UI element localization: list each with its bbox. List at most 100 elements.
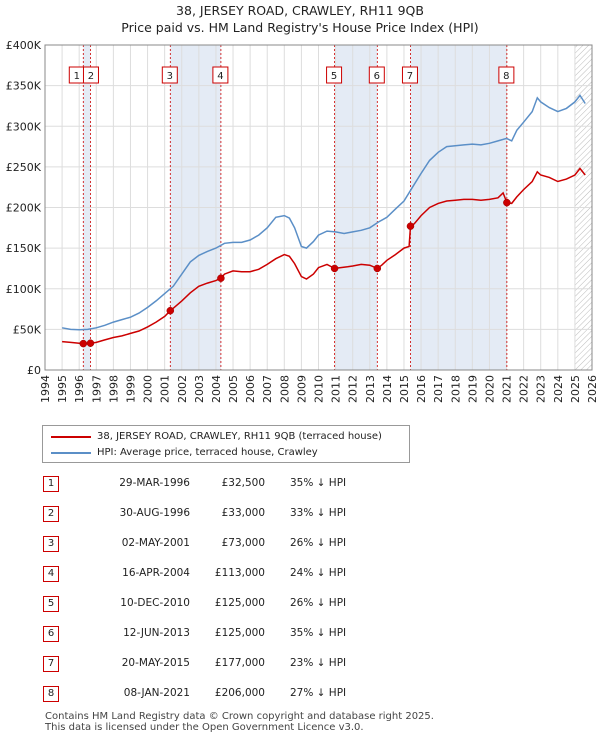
- sale-number: 1: [43, 476, 59, 492]
- y-tick-label: £300K: [6, 120, 42, 133]
- sale-row: 1 29-MAR-1996 £32,500 35% ↓ HPI: [0, 476, 600, 496]
- y-tick-label: £200K: [6, 202, 42, 215]
- chart-legend: 38, JERSEY ROAD, CRAWLEY, RH11 9QB (terr…: [42, 425, 410, 463]
- y-tick-label: £350K: [6, 80, 42, 93]
- sale-number: 6: [43, 626, 59, 642]
- sale-row: 8 08-JAN-2021 £206,000 27% ↓ HPI: [0, 686, 600, 706]
- legend-label-hpi: HPI: Average price, terraced house, Craw…: [97, 447, 318, 458]
- legend-swatch-hpi: [51, 451, 91, 454]
- sale-hpi-diff: 27% ↓ HPI: [290, 687, 347, 699]
- x-tick-label: 1996: [73, 375, 86, 403]
- sale-hpi-diff: 33% ↓ HPI: [290, 507, 347, 519]
- sale-point: [166, 306, 175, 315]
- x-tick-label: 1994: [39, 375, 52, 403]
- sale-price: £125,000: [214, 627, 265, 639]
- property-series-line: [62, 167, 586, 345]
- sale-price: £33,000: [221, 507, 265, 519]
- x-tick-label: 2006: [244, 375, 257, 403]
- sale-row: 2 30-AUG-1996 £33,000 33% ↓ HPI: [0, 506, 600, 526]
- legend-item-hpi: HPI: Average price, terraced house, Craw…: [51, 447, 318, 458]
- x-tick-label: 2020: [483, 375, 496, 403]
- sale-row: 3 02-MAY-2001 £73,000 26% ↓ HPI: [0, 536, 600, 556]
- legend-label-property: 38, JERSEY ROAD, CRAWLEY, RH11 9QB (terr…: [97, 431, 382, 442]
- x-tick-label: 2004: [210, 375, 223, 403]
- sale-number-label: 3: [167, 71, 173, 82]
- x-tick-label: 2025: [569, 375, 582, 403]
- sale-number: 8: [43, 686, 59, 702]
- sale-hpi-diff: 26% ↓ HPI: [290, 537, 347, 549]
- x-tick-label: 2024: [552, 375, 565, 403]
- sale-hpi-diff: 26% ↓ HPI: [290, 597, 347, 609]
- sale-date: 30-AUG-1996: [119, 507, 190, 519]
- sale-number: 3: [43, 536, 59, 552]
- x-tick-label: 1998: [107, 375, 120, 403]
- sale-date: 29-MAR-1996: [119, 477, 190, 489]
- sale-number-box: [326, 66, 343, 84]
- sale-point: [330, 264, 339, 273]
- sale-date: 08-JAN-2021: [123, 687, 190, 699]
- x-tick-label: 2021: [501, 375, 514, 403]
- x-tick-label: 2016: [415, 375, 428, 403]
- sale-date: 02-MAY-2001: [121, 537, 190, 549]
- sale-point: [79, 339, 88, 348]
- sale-price: £125,000: [214, 597, 265, 609]
- y-tick-label: £100K: [6, 283, 42, 296]
- sale-hpi-diff: 35% ↓ HPI: [290, 477, 347, 489]
- sale-number-label: 6: [374, 71, 380, 82]
- sale-hpi-diff: 24% ↓ HPI: [290, 567, 347, 579]
- sale-number-label: 8: [503, 71, 509, 82]
- x-tick-label: 1997: [90, 375, 103, 403]
- x-tick-label: 2015: [398, 375, 411, 403]
- sale-number-label: 5: [331, 71, 337, 82]
- sale-number: 5: [43, 596, 59, 612]
- chart-subtitle: Price paid vs. HM Land Registry's House …: [121, 20, 479, 35]
- x-tick-label: 2023: [535, 375, 548, 403]
- sale-number-label: 1: [74, 71, 80, 82]
- sale-point: [217, 274, 225, 282]
- y-tick-label: £250K: [6, 161, 42, 174]
- x-tick-label: 2005: [227, 375, 240, 403]
- sale-date: 10-DEC-2010: [120, 597, 190, 609]
- chart-title: 38, JERSEY ROAD, CRAWLEY, RH11 9QB: [176, 3, 424, 18]
- y-tick-label: £50K: [13, 323, 42, 336]
- sale-point: [373, 264, 382, 273]
- x-tick-label: 2008: [278, 375, 291, 403]
- x-tick-label: 2019: [466, 375, 479, 403]
- x-tick-label: 2000: [142, 375, 155, 403]
- sale-point: [503, 198, 511, 207]
- footer-licence: This data is licensed under the Open Gov…: [45, 722, 364, 733]
- sale-price: £32,500: [221, 477, 265, 489]
- sale-row: 7 20-MAY-2015 £177,000 23% ↓ HPI: [0, 656, 600, 676]
- sale-date: 16-APR-2004: [122, 567, 190, 579]
- hpi-series-line: [61, 94, 586, 331]
- x-tick-label: 2026: [586, 375, 599, 403]
- x-tick-label: 2014: [381, 375, 394, 403]
- sale-number: 2: [43, 506, 59, 522]
- x-tick-label: 2013: [364, 375, 377, 403]
- x-tick-label: 2018: [449, 375, 462, 403]
- sale-number-box: [212, 66, 229, 84]
- footer-copyright: Contains HM Land Registry data © Crown c…: [45, 711, 434, 722]
- sale-row: 4 16-APR-2004 £113,000 24% ↓ HPI: [0, 566, 600, 586]
- sale-date: 12-JUN-2013: [123, 627, 190, 639]
- x-tick-label: 2003: [193, 375, 206, 403]
- sale-number-box: [82, 66, 99, 84]
- sale-number-label: 2: [88, 71, 94, 82]
- sale-price: £177,000: [214, 657, 265, 669]
- x-tick-label: 2012: [347, 375, 360, 403]
- sale-price: £73,000: [221, 537, 265, 549]
- sale-number-box: [368, 66, 385, 84]
- x-tick-label: 2017: [432, 375, 445, 403]
- x-tick-label: 2007: [261, 375, 274, 403]
- y-tick-label: £400K: [6, 39, 42, 52]
- chart-title-block: 38, JERSEY ROAD, CRAWLEY, RH11 9QB Price…: [0, 2, 600, 36]
- sale-point: [86, 339, 95, 347]
- sale-number-label: 4: [217, 71, 223, 82]
- y-tick-label: £150K: [6, 242, 42, 255]
- x-tick-label: 2010: [313, 375, 326, 403]
- x-tick-label: 2002: [176, 375, 189, 403]
- plot-border: [44, 44, 593, 371]
- sale-point: [406, 222, 415, 230]
- price-chart: 1 2 3 4 5 6 7 8 £0 £50K £100K £150K £200K £250K £300K £…: [6, 39, 599, 403]
- sale-price: £206,000: [214, 687, 265, 699]
